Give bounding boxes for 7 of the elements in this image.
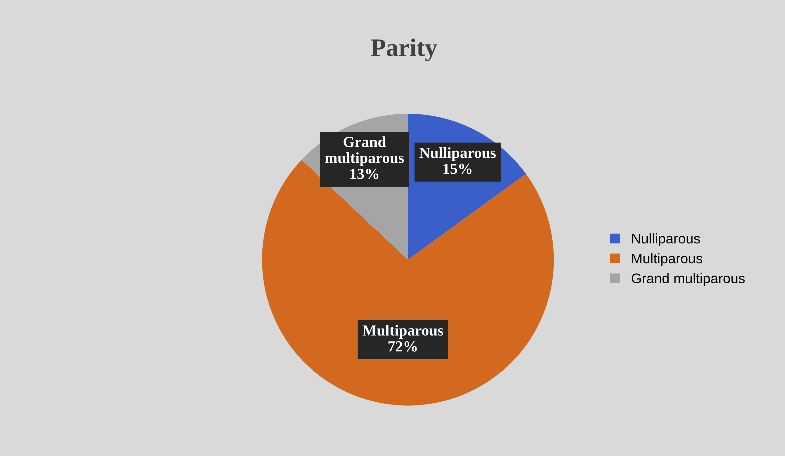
legend-label: Nulliparous [632, 234, 700, 246]
data-label: Nulliparous 15% [420, 147, 496, 174]
data-label: Grand multiparous 13% [325, 136, 404, 180]
legend-label: Multiparous [632, 253, 703, 266]
chart-title: Parity [371, 38, 438, 62]
legend-label: Grand multiparous [632, 273, 745, 286]
data-label: Multiparous 72% [362, 325, 444, 352]
